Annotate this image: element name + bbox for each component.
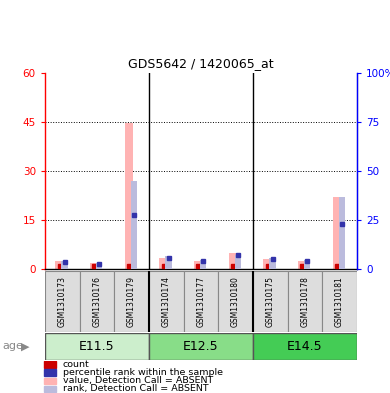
Bar: [218, 271, 253, 332]
Bar: [165, 256, 172, 269]
Bar: [229, 253, 238, 269]
Bar: [269, 259, 276, 269]
Text: E14.5: E14.5: [287, 340, 323, 353]
Bar: [55, 261, 64, 269]
Bar: [304, 260, 310, 269]
Text: E11.5: E11.5: [79, 340, 115, 353]
Bar: [90, 263, 99, 269]
Text: GSM1310180: GSM1310180: [231, 276, 240, 327]
Bar: [131, 181, 137, 269]
Bar: [298, 261, 307, 269]
Bar: [149, 271, 184, 332]
Bar: [45, 333, 149, 360]
Text: percentile rank within the sample: percentile rank within the sample: [63, 368, 223, 377]
Text: GSM1310174: GSM1310174: [162, 276, 171, 327]
Bar: [96, 263, 103, 269]
Bar: [125, 123, 133, 269]
Bar: [160, 258, 168, 269]
Bar: [287, 271, 322, 332]
Bar: [44, 378, 56, 384]
Bar: [44, 369, 56, 376]
Bar: [149, 333, 253, 360]
Bar: [194, 261, 203, 269]
Bar: [80, 271, 114, 332]
Bar: [253, 271, 287, 332]
Text: value, Detection Call = ABSENT: value, Detection Call = ABSENT: [63, 376, 213, 385]
Bar: [253, 333, 357, 360]
Bar: [114, 271, 149, 332]
Bar: [333, 197, 341, 269]
Title: GDS5642 / 1420065_at: GDS5642 / 1420065_at: [128, 57, 274, 70]
Text: GSM1310181: GSM1310181: [335, 276, 344, 327]
Bar: [322, 271, 357, 332]
Text: rank, Detection Call = ABSENT: rank, Detection Call = ABSENT: [63, 384, 208, 393]
Text: GSM1310173: GSM1310173: [58, 276, 67, 327]
Text: E12.5: E12.5: [183, 340, 219, 353]
Text: ▶: ▶: [21, 341, 30, 351]
Bar: [200, 260, 206, 269]
Text: GSM1310178: GSM1310178: [300, 276, 309, 327]
Bar: [263, 259, 272, 269]
Text: count: count: [63, 360, 90, 369]
Text: GSM1310177: GSM1310177: [196, 276, 206, 327]
Bar: [62, 261, 68, 269]
Text: GSM1310179: GSM1310179: [127, 276, 136, 327]
Bar: [339, 196, 345, 269]
Bar: [235, 255, 241, 269]
Bar: [44, 386, 56, 392]
Text: age: age: [2, 341, 23, 351]
Bar: [45, 271, 80, 332]
Text: GSM1310176: GSM1310176: [92, 276, 101, 327]
Bar: [184, 271, 218, 332]
Bar: [44, 362, 56, 368]
Text: GSM1310175: GSM1310175: [266, 276, 275, 327]
